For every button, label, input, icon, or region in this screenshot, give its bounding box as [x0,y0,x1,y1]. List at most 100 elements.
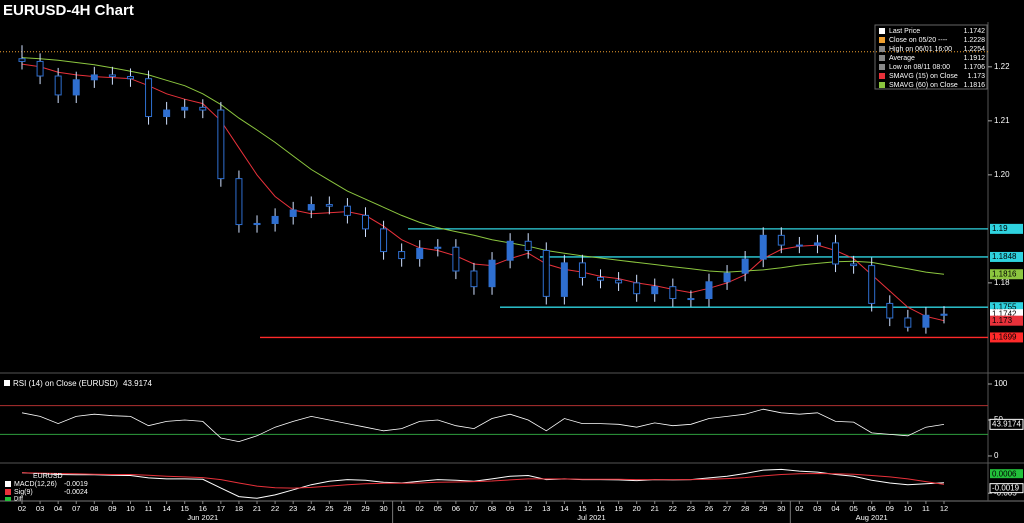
moving-average-line [21,57,945,275]
candle-body [470,270,478,288]
legend-marker [879,55,885,61]
x-tick-label: 03 [36,504,44,513]
candle-body [795,244,803,247]
x-tick-label: 24 [307,504,315,513]
x-tick-label: 14 [560,504,568,513]
candle-body [904,317,912,328]
rsi-title: RSI (14) on Close (EURUSD) [13,379,118,388]
legend-label: Sig(9) [14,489,33,496]
x-tick-label: 07 [72,504,80,513]
macd-line [21,472,945,489]
legend-marker [5,497,11,501]
x-tick-label: 06 [868,504,876,513]
macd-line [21,468,945,499]
value-box-label: 0.0006 [992,469,1017,478]
legend-marker [5,481,11,487]
x-tick-label: 25 [325,504,333,513]
candle-body [343,205,351,216]
x-tick-label: 22 [669,504,677,513]
legend-marker [879,73,885,79]
candle-body [452,246,460,272]
candle-body [36,60,44,77]
level-label: 1.1699 [992,333,1017,342]
value-box-label: -0.0019 [992,483,1020,492]
legend-value: 1.1912 [964,55,986,62]
candle-body [687,298,695,301]
x-tick-label: 21 [651,504,659,513]
x-tick-label: 04 [54,504,62,513]
x-tick-label: 01 [397,504,405,513]
candle-body [18,58,26,62]
legend-marker [879,82,885,88]
candle-body [145,78,153,118]
x-tick-label: 16 [596,504,604,513]
candle-body [108,74,116,78]
value-box-label: 1.173 [992,316,1013,325]
x-tick-label: 22 [271,504,279,513]
level-label-box [990,251,1023,262]
value-box [989,483,1024,494]
legend-marker [879,37,885,43]
candle-body [560,262,568,297]
value-box [990,315,1023,326]
x-tick-label: 12 [524,504,532,513]
x-tick-label: 02 [18,504,26,513]
candle-body [868,265,876,304]
legend-label: SMAVG (15) on Close [889,73,958,80]
x-tick-label: 28 [741,504,749,513]
candle-body [163,109,171,118]
month-label: Aug 2021 [856,513,888,522]
x-tick-label: 06 [452,504,460,513]
legend-marker [879,28,885,34]
level-label-box [990,332,1023,343]
candle-body [217,109,225,180]
legend-label: SMAVG (60) on Close [889,82,958,89]
legend-label: Last Price [889,28,920,35]
candle-body [398,251,406,260]
x-tick-label: 18 [235,504,243,513]
x-tick-label: 15 [578,504,586,513]
candle-body [488,259,496,288]
x-tick-label: 08 [488,504,496,513]
x-tick-label: 09 [886,504,894,513]
candle-body [199,106,207,111]
legend-label: Diff [14,497,23,503]
legend-label: High on 06/01 16:00 [889,46,952,53]
candle-body [886,302,894,319]
candle-body [253,222,261,226]
month-label: Jun 2021 [187,513,218,522]
candle-body [416,247,424,260]
moving-average-line [21,63,945,322]
legend-value: 1.1742 [964,28,986,35]
level-label-box [990,223,1023,234]
rsi-line [21,408,945,443]
x-tick-label: 17 [217,504,225,513]
rsi-title-box [4,380,10,386]
x-tick-label: 05 [849,504,857,513]
x-tick-label: 12 [940,504,948,513]
legend-box [874,24,988,90]
candle-body [832,242,840,265]
legend-value: 1.173 [967,73,985,80]
legend-value: 1.2254 [964,46,986,53]
candle-body [615,279,623,284]
legend-value: -0.0024 [64,489,88,496]
x-tick-label: 14 [162,504,170,513]
x-tick-label: 10 [126,504,134,513]
level-label-box [990,302,1023,313]
candle-body [235,178,243,226]
legend-label: MACD(12,26) [14,481,57,488]
legend-value: 1.1816 [964,82,986,89]
value-box [990,469,1023,479]
candle-body [325,204,333,207]
candle-body [289,209,297,217]
candle-body [813,242,821,246]
x-tick-label: 11 [922,504,930,513]
x-tick-label: 04 [831,504,839,513]
x-tick-label: 30 [777,504,785,513]
macd-title: EURUSD [33,473,63,480]
x-tick-label: 28 [343,504,351,513]
x-tick-label: 10 [904,504,912,513]
